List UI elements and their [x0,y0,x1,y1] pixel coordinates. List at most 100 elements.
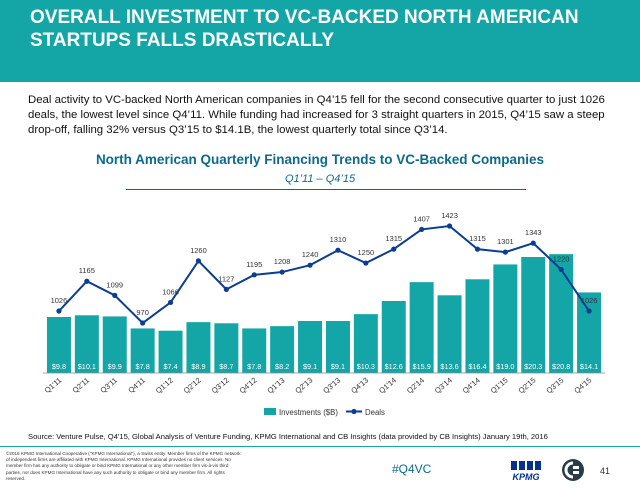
x-tick-label: Q3'15 [544,376,565,396]
x-tick-label: Q2'12 [182,376,203,396]
bar-Q112 [158,330,183,373]
deals-point [363,260,369,266]
bar-value-label: $15.9 [413,362,431,371]
bar-Q111 [46,317,71,373]
bar-Q214 [409,282,434,373]
deals-value-label: 1250 [358,248,375,257]
chart-title-rule [126,189,526,190]
deals-value-label: 1195 [246,260,262,269]
deals-point [502,249,508,255]
deals-value-label: 1127 [218,274,234,283]
deals-point [586,308,592,314]
deals-value-label: 1066 [162,287,179,296]
legend-deals-marker [351,408,357,415]
deals-value-label: 1099 [106,280,123,289]
bar-Q211 [74,315,99,373]
deals-value-label: 970 [136,308,149,317]
deals-value-label: 1315 [469,234,486,243]
x-axis-layer: Q1'11 Q2'11 Q3'11 Q4'11 Q1'12 Q2'12 Q3'12 Q4'12… [43,372,605,396]
bar-Q212 [186,322,211,373]
bar-Q113 [270,326,295,373]
intro-paragraph: Deal activity to VC-backed North America… [28,94,605,136]
bar-value-label: $20.3 [524,362,542,371]
financing-trends-chart: $9.8 $10.1 $9.9 $7.8 $7.4 $8.9 $8.7 $7.8 $8.2 $9.… [43,211,605,417]
bar-Q412 [242,328,267,373]
bar-Q115 [493,264,518,373]
bar-value-label: $10.3 [357,362,375,371]
x-tick-label: Q3'14 [433,376,454,396]
svg-text:KPMG: KPMG [513,472,540,482]
bar-value-label: $8.2 [275,362,289,371]
bar-value-label: $7.8 [247,362,261,371]
deals-value-label: 1208 [274,257,291,266]
deals-value-label: 1260 [190,246,207,255]
deals-point [167,299,174,306]
x-tick-label: Q2'13 [293,376,314,396]
deals-value-label: 1407 [413,214,430,223]
deals-point [140,320,146,326]
deals-value-label: 1240 [302,250,319,259]
bar-Q315 [549,254,574,373]
bar-Q311 [102,316,127,373]
x-tick-label: Q2'14 [405,376,426,396]
source-note: Source: Venture Pulse, Q4'15, Global Ana… [28,432,548,441]
x-tick-label: Q3'12 [210,376,231,396]
legend-deals-label: Deals [365,408,385,417]
deals-point [251,272,257,278]
deals-point [112,292,118,298]
x-tick-label: Q1'14 [377,376,398,396]
deals-value-label: 1026 [581,296,598,305]
bar-value-label: $8.7 [219,362,233,371]
bar-Q413 [353,314,378,373]
x-tick-label: Q1'12 [154,376,175,396]
x-tick-label: Q2'11 [71,376,92,395]
bar-Q314 [437,295,462,373]
bar-Q312 [214,323,239,373]
deals-point [419,226,425,233]
deals-value-label: 1220 [553,254,570,263]
bar-Q215 [521,257,546,373]
bar-Q313 [325,321,350,373]
deals-point [307,262,313,268]
page-number: 41 [600,466,611,476]
bar-Q414 [465,279,490,373]
bar-value-label: $9.9 [108,362,122,371]
bar-value-label: $9.1 [331,362,345,371]
x-tick-label: Q4'12 [238,376,259,396]
deals-value-label: 1423 [441,211,458,220]
deals-point [391,246,397,252]
deals-point [446,223,453,229]
x-tick-label: Q3'11 [99,376,120,395]
x-tick-label: Q4'13 [349,376,370,396]
bar-Q411 [130,328,155,373]
bar-value-label: $19.0 [496,362,514,371]
chart-subtitle: Q1’11 – Q4’15 [284,173,356,185]
legend-investments-label: Investments ($B) [279,408,338,417]
legend: Investments ($B) Deals [264,408,385,417]
bar-value-label: $20.8 [552,362,570,371]
deals-value-label: 1165 [79,266,95,275]
bar-Q415 [577,292,602,373]
deals-value-label: 1310 [330,235,347,244]
bar-value-label: $9.1 [303,362,317,371]
x-tick-label: Q1'13 [265,376,286,396]
bar-value-label: $13.6 [440,362,458,371]
bar-value-label: $9.8 [52,362,66,371]
x-tick-label: Q2'15 [517,376,538,396]
x-tick-label: Q1'11 [43,376,64,395]
bar-Q213 [298,321,323,373]
copyright-notice: ©2016 KPMG International Cooperative ("K… [6,451,241,481]
deals-point [195,258,202,264]
deals-point [335,247,341,253]
bar-value-label: $14.1 [580,362,598,371]
page-title: OVERALL INVESTMENT TO VC-BACKED NORTH AM… [30,7,579,51]
deals-value-label: 1026 [51,296,68,305]
deals-value-label: 1343 [525,228,542,237]
bar-value-label: $12.6 [385,362,403,371]
cb-insights-logo [562,459,584,481]
deals-point [223,286,229,292]
bars-layer: $9.8 $10.1 $9.9 $7.8 $7.4 $8.9 $8.7 $7.8 $8.2 $9.… [46,254,602,373]
chart-title: North American Quarterly Financing Trend… [95,152,545,167]
deals-line-layer: 1026 1165 1099 970 1066 1260 1127 1195 1208 1240 1… [51,211,598,326]
deals-value-label: 1315 [385,234,402,243]
